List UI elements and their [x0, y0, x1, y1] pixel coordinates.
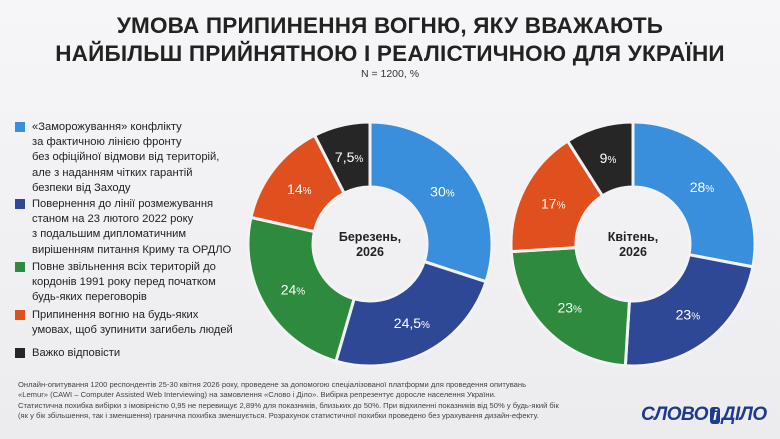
donut-slice: [565, 120, 635, 198]
slice-value: 17: [541, 195, 557, 211]
slice-value-label: 24%: [281, 282, 306, 298]
footnote-line: Онлайн-опитування 1200 респондентів 25-3…: [18, 380, 527, 389]
slice-value: 24: [281, 282, 297, 298]
legend-label-line: з подальшим дипломатичним: [32, 228, 187, 241]
slice-percent-sign: %: [303, 186, 312, 197]
slice-value-label: 7,5%: [335, 149, 363, 165]
legend-label-line: умовах, щоб зупинити загибель людей: [32, 324, 233, 337]
legend-label-line: без офіційної відмови від територій,: [32, 151, 220, 164]
donut-slice: [509, 138, 605, 254]
legend-label-line: будь-яких переговорів: [32, 291, 147, 304]
legend-swatch: [15, 348, 25, 358]
legend-label-line: Повне звільнення всіх територій до: [32, 261, 216, 273]
legend-label-line: вирішенням питання Криму та ОРДЛО: [32, 243, 232, 256]
legend-swatch: [15, 262, 25, 272]
page-title: УМОВА ПРИПИНЕННЯ ВОГНЮ, ЯКУ ВВАЖАЮТЬ НАЙ…: [0, 12, 780, 68]
footnote-line: «Lemur» (CAWI – Computer Assisted Web In…: [18, 390, 496, 400]
logo-right: ДІЛО: [721, 404, 767, 425]
slice-value: 7,5: [335, 149, 355, 165]
slice-value: 23: [557, 299, 573, 315]
slice-percent-sign: %: [691, 312, 700, 323]
title-line-1: УМОВА ПРИПИНЕННЯ ВОГНЮ, ЯКУ ВВАЖАЮТЬ: [116, 13, 664, 38]
logo-mid: і: [710, 407, 720, 424]
donut-chart-april: 28% 23% 23% 17% 9% Квітень, 2026: [508, 119, 758, 369]
legend-swatch: [15, 199, 25, 209]
footnote-line: Статистична похибка вибірки з імовірніст…: [18, 400, 559, 410]
legend-label-line: безпеки від Заходу: [32, 181, 131, 194]
slice-percent-sign: %: [573, 304, 582, 315]
legend-label: Повне звільнення всіх територій до кордон…: [32, 260, 247, 306]
legend-label-line: за фактичною лінією фронту: [32, 136, 182, 149]
brand-logo: СЛОВО і ДІЛО: [641, 404, 767, 426]
donut-center-label: 2026: [356, 245, 384, 259]
slice-value: 9: [600, 150, 608, 166]
slice-value-label: 24,5%: [394, 315, 430, 331]
title-line-2: НАЙБІЛЬШ ПРИЙНЯТНОЮ І РЕАЛІСТИЧНОЮ ДЛЯ У…: [55, 41, 725, 66]
slice-value: 30: [430, 183, 446, 199]
legend-label-line: Важко відповісти: [32, 347, 121, 359]
donut-slice: [246, 215, 356, 364]
donut-svg: 28%23%23%17%9%Квітень,2026: [509, 120, 757, 368]
legend-label-line: станом на 23 лютого 2022 року: [32, 213, 194, 226]
sample-size: N = 1200, %: [360, 68, 420, 80]
slice-value: 23: [676, 307, 692, 323]
slice-percent-sign: %: [296, 287, 305, 298]
donut-slice: [623, 252, 755, 368]
donut-svg: 30%24,5%24%14%7,5%Березень,2026: [246, 120, 494, 368]
donut-center-label: Квітень,: [608, 230, 659, 244]
legend-label-line: кордонів 1991 року перед початком: [32, 276, 216, 289]
legend-label-line: Повернення до лінії розмежування: [32, 198, 214, 210]
slice-value-label: 9%: [600, 150, 617, 166]
donut-slice: [631, 120, 757, 269]
legend-swatch: [15, 310, 25, 320]
legend-swatch: [15, 122, 25, 132]
slice-percent-sign: %: [446, 188, 455, 199]
slice-value-label: 30%: [430, 183, 455, 199]
slice-value-label: 23%: [676, 307, 701, 323]
donut-slice: [334, 259, 488, 368]
legend-label: Важко відповісти: [32, 346, 247, 361]
footnote: Онлайн-опитування 1200 респондентів 25-3…: [18, 380, 618, 422]
slice-percent-sign: %: [607, 155, 616, 166]
slice-percent-sign: %: [354, 154, 363, 165]
slice-value: 14: [287, 181, 303, 197]
donut-slice: [509, 245, 632, 368]
donut-center-label: Березень,: [339, 230, 401, 244]
slice-value-label: 14%: [287, 181, 312, 197]
slice-percent-sign: %: [557, 200, 566, 211]
slice-value: 28: [690, 179, 706, 195]
donut-center-label: 2026: [619, 245, 647, 259]
legend-label: «Заморожування» конфлікту за фактичною лі…: [32, 120, 247, 196]
slice-value-label: 23%: [557, 299, 582, 315]
slice-value-label: 17%: [541, 195, 566, 211]
legend-label: Повернення до лінії розмежування станом н…: [32, 197, 247, 258]
slice-value: 24,5: [394, 315, 421, 331]
logo-left: СЛОВО: [641, 404, 709, 425]
footnote-line: (як у бік збільшення, так і зменшення) г…: [18, 411, 539, 421]
slice-percent-sign: %: [421, 320, 430, 331]
legend-label-line: Припинення вогню на будь-яких: [32, 309, 199, 321]
slice-percent-sign: %: [705, 184, 714, 195]
slice-value-label: 28%: [690, 179, 715, 195]
donut-slice: [368, 120, 494, 284]
legend-label: Припинення вогню на будь-яких умовах, щоб…: [32, 308, 247, 338]
legend-label-line: але з наданням чітких гарантій: [32, 166, 193, 179]
donut-slice: [312, 120, 372, 196]
legend-label-line: «Заморожування» конфлікту: [32, 121, 182, 133]
donut-chart-march: 30% 24,5% 24% 14% 7,5% Березень, 2026: [245, 119, 495, 369]
